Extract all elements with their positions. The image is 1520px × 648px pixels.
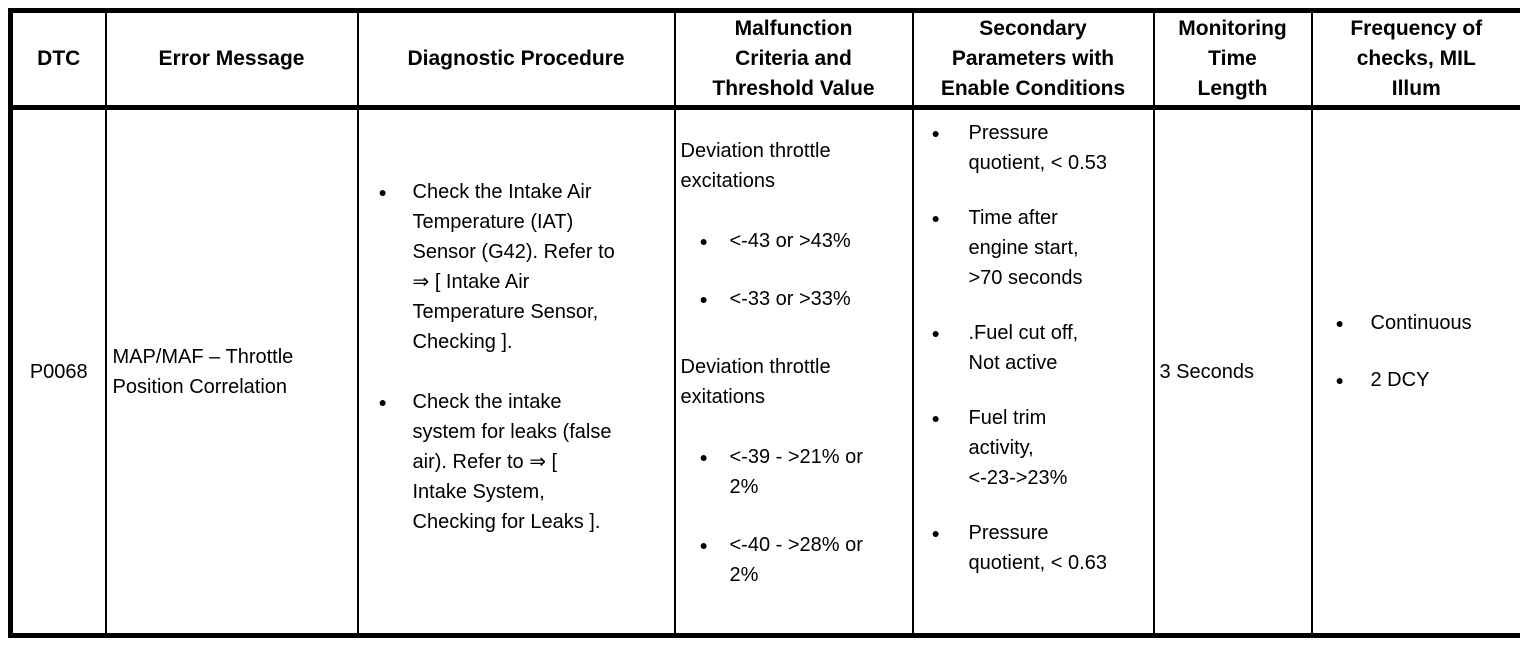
dtc-table: DTC Error Message Diagnostic Procedure M… [8,8,1520,638]
criteria-value: <-43 or >43% [729,230,851,252]
parameter-text: Fuel trim activity, <-23->23% [968,407,1068,489]
parameter-item: ● .Fuel cut off, Not active [932,318,1151,378]
parameter-item: ● Fuel trim activity, <-23->23% [932,403,1151,493]
criteria-value: <-39 - >21% or 2% [729,446,863,498]
parameter-item: ● Pressure quotient, < 0.53 [932,118,1151,178]
cell-frequency: ● Continuous ● 2 DCY [1310,106,1520,637]
header-cell-monitoring-time: Monitoring Time Length [1152,9,1313,110]
frequency-item: ● 2 DCY [1336,365,1519,395]
cell-diagnostic-procedure: ● Check the Intake Air Temperature (IAT)… [356,106,676,637]
criteria-heading: Deviation throttle excitations [680,140,831,192]
bullet-icon: ● [1335,315,1344,331]
header-cell-frequency: Frequency of checks, MIL Illum [1310,9,1520,110]
table-row: P0068 MAP/MAF – Throttle Position Correl… [9,106,1520,637]
bullet-icon: ● [378,183,387,200]
criteria-value: <-33 or >33% [729,288,851,310]
cell-dtc-code: P0068 [9,106,107,637]
cell-secondary-parameters: ● Pressure quotient, < 0.53 ● Time after… [911,106,1155,637]
criteria-bullet-item: ● <-39 - >21% or 2% [700,442,910,502]
criteria-value: <-40 - >28% or 2% [729,534,863,586]
bullet-icon: ● [699,449,708,465]
diagnostic-step-item: ● Check the Intake Air Temperature (IAT)… [379,177,670,357]
criteria-bullet-item: ● <-43 or >43% [700,226,910,256]
parameter-item: ● Pressure quotient, < 0.63 [932,518,1151,578]
diagnostic-step-text: Check the intake system for leaks (false… [412,390,612,533]
bullet-icon: ● [931,525,940,541]
criteria-bullet-item: ● <-40 - >28% or 2% [700,530,910,590]
header-cell-error-message: Error Message [104,9,359,110]
cell-monitoring-time: 3 Seconds [1152,106,1313,637]
bullet-icon: ● [931,210,940,226]
criteria-heading: Deviation throttle exitations [680,356,831,408]
bullet-icon: ● [931,125,940,141]
criteria-list: ● <-43 or >43% ● <-33 or >33% [681,226,910,314]
parameter-text: .Fuel cut off, Not active [968,322,1079,374]
bullet-icon: ● [699,233,708,249]
parameter-text: Pressure quotient, < 0.63 [968,522,1107,574]
frequency-text: Continuous [1370,312,1472,334]
bullet-icon: ● [699,537,708,553]
frequency-item: ● Continuous [1336,308,1519,338]
bullet-icon: ● [931,325,940,341]
diagnostic-step-text: Check the Intake Air Temperature (IAT) S… [412,180,615,353]
bullet-icon: ● [931,410,940,426]
header-cell-malfunction-criteria: Malfunction Criteria and Threshold Value [673,9,914,110]
header-cell-diagnostic-procedure: Diagnostic Procedure [356,9,676,110]
bullet-icon: ● [1335,372,1344,388]
parameter-text: Time after engine start, >70 seconds [968,207,1083,289]
frequency-text: 2 DCY [1370,369,1430,391]
parameter-text: Pressure quotient, < 0.53 [968,122,1107,174]
header-cell-dtc: DTC [9,9,107,110]
header-cell-secondary-parameters: Secondary Parameters with Enable Conditi… [911,9,1155,110]
cell-error-message: MAP/MAF – Throttle Position Correlation [104,106,359,637]
parameter-item: ● Time after engine start, >70 seconds [932,203,1151,293]
bullet-icon: ● [699,291,708,307]
criteria-list: ● <-39 - >21% or 2% ● <-40 - >28% or 2% [681,442,910,590]
criteria-bullet-item: ● <-33 or >33% [700,284,910,314]
bullet-icon: ● [378,393,387,410]
diagnostic-step-item: ● Check the intake system for leaks (fal… [379,387,670,537]
header-row: DTC Error Message Diagnostic Procedure M… [9,9,1520,110]
cell-malfunction-criteria: Deviation throttle excitations ● <-43 or… [673,106,914,637]
